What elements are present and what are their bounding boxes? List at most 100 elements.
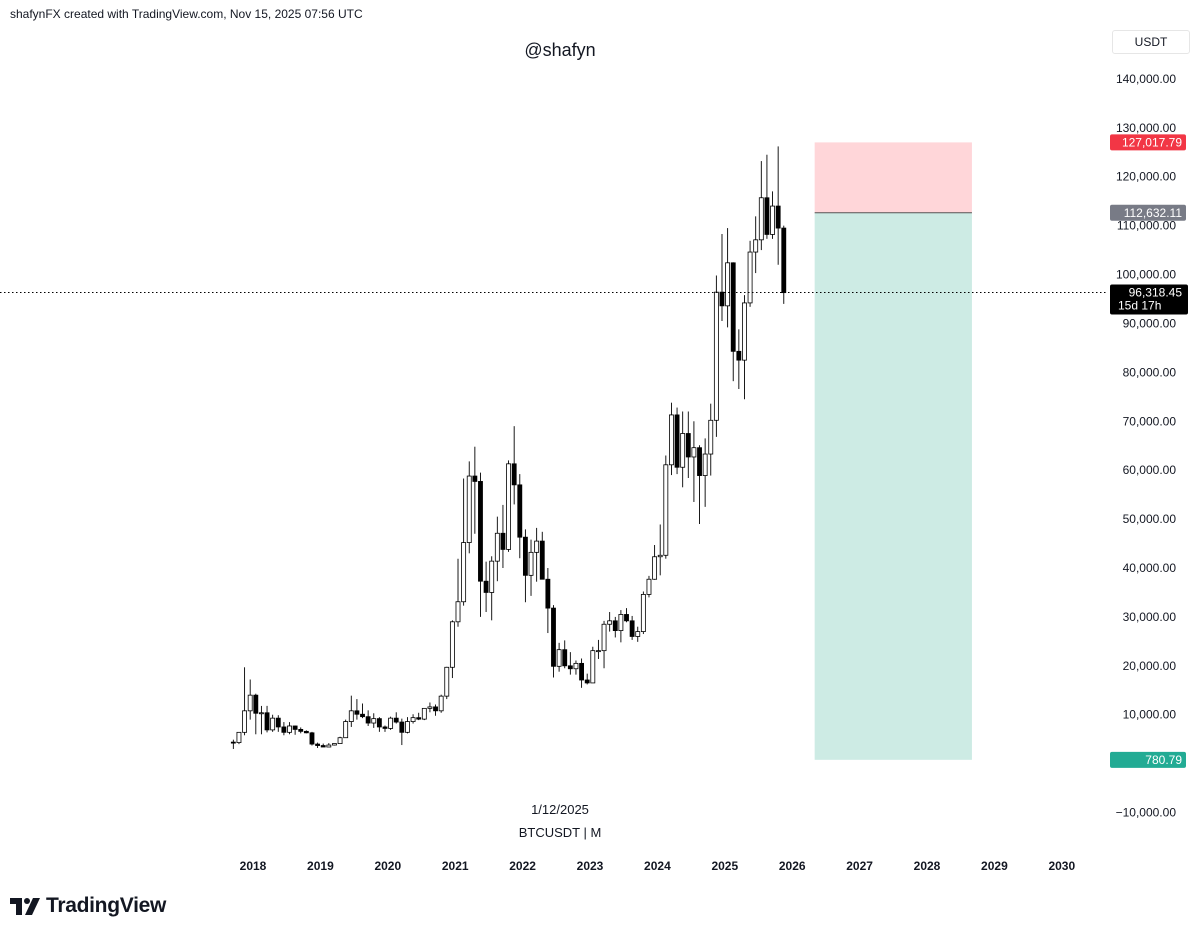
candle-body [343, 721, 349, 739]
candle-body [775, 205, 781, 229]
candle [438, 694, 444, 713]
tradingview-logo[interactable]: TradingView [10, 894, 166, 918]
candle-body [416, 717, 422, 720]
price-tick-label: 140,000.00 [1116, 72, 1176, 86]
time-tick-label: 2027 [846, 859, 873, 873]
candle [635, 626, 641, 642]
candle-body [410, 717, 416, 722]
candle [494, 516, 500, 582]
candle [365, 710, 371, 726]
candle [669, 402, 674, 476]
candle [511, 426, 517, 505]
symbol-interval: BTCUSDT | M [518, 825, 602, 840]
candle-body [332, 743, 337, 746]
candle-body [489, 560, 495, 593]
candle [354, 699, 360, 720]
candle-body [421, 707, 427, 720]
price-tick-label: 10,000.00 [1123, 708, 1177, 722]
entry-price-label: 112,632.11 [1110, 204, 1186, 221]
price-axis[interactable]: 140,000.00 130,000.00 120,000.00 110,000.00… [1116, 72, 1177, 820]
candle-body [551, 607, 556, 667]
candle [298, 727, 304, 734]
candle-body [478, 481, 483, 582]
candle [444, 666, 450, 700]
stop-loss-zone [814, 142, 972, 213]
candle-body [539, 540, 545, 580]
candle-body [624, 614, 629, 622]
candle [449, 620, 455, 679]
price-tick-label: 50,000.00 [1123, 512, 1177, 526]
candle-body [230, 741, 236, 744]
candle-body [730, 262, 736, 352]
candle-body [646, 578, 652, 595]
candle [247, 679, 253, 720]
candle [242, 667, 247, 736]
candle [382, 725, 388, 732]
candle-body [494, 532, 500, 562]
stop-price-label-bg [1110, 134, 1186, 151]
candle-body [320, 745, 326, 748]
candles-layer [230, 146, 787, 749]
candle-body [528, 551, 534, 576]
price-tick-label: 100,000.00 [1116, 268, 1176, 282]
candle [730, 262, 736, 382]
candle [652, 545, 658, 580]
candle [253, 693, 259, 735]
time-axis[interactable]: 2018 2019 2020 2021 2022 2023 2024 2025 2026 2027… [240, 859, 1076, 873]
author-handle: @shafyn [524, 40, 596, 60]
candle [433, 704, 438, 716]
candle-body [298, 729, 304, 732]
candle-body [438, 695, 444, 712]
countdown-text: 15d 17h [1118, 299, 1161, 313]
chart-credit: shafynFX created with TradingView.com, N… [10, 7, 363, 21]
candle [612, 616, 618, 638]
candle [674, 407, 680, 475]
time-tick-label: 2020 [374, 859, 401, 873]
candle-body [275, 717, 281, 728]
candle [640, 591, 646, 635]
time-tick-label: 2023 [577, 859, 604, 873]
candle [713, 275, 719, 437]
candle-body [545, 578, 551, 609]
candle [753, 216, 759, 274]
candle-body [365, 716, 371, 724]
candle-body [461, 542, 467, 603]
candle-body [326, 744, 332, 748]
candle [416, 712, 422, 721]
time-tick-label: 2028 [914, 859, 941, 873]
candle [287, 722, 292, 735]
candle [556, 642, 562, 672]
candle [320, 743, 326, 748]
cursor-date: 1/12/2025 [531, 802, 589, 817]
stop-price-label-text: 127,017.79 [1122, 135, 1182, 149]
candle-body [669, 414, 674, 466]
candle [275, 715, 281, 732]
currency-button[interactable]: USDT [1112, 30, 1190, 54]
candle-body [522, 536, 528, 576]
price-tick-label: 120,000.00 [1116, 170, 1176, 184]
candle [775, 146, 781, 265]
candle [393, 712, 399, 724]
candle-body [770, 205, 775, 235]
candle-body [236, 731, 242, 744]
candle [736, 329, 742, 389]
candle [663, 455, 669, 559]
price-tick-label: −10,000.00 [1116, 806, 1177, 820]
candle [697, 445, 702, 524]
take-profit-zone [814, 212, 972, 760]
current-price-bg [1110, 284, 1188, 315]
candle-body [719, 291, 725, 307]
candle-body [309, 732, 315, 745]
candle-body [764, 197, 770, 235]
candle [427, 702, 433, 713]
candle-body [315, 743, 321, 746]
candle-body [607, 620, 613, 625]
candle-body [747, 251, 753, 304]
candle [343, 719, 349, 739]
candle [539, 531, 545, 580]
candle-body [472, 475, 478, 482]
candle-body [652, 556, 658, 580]
